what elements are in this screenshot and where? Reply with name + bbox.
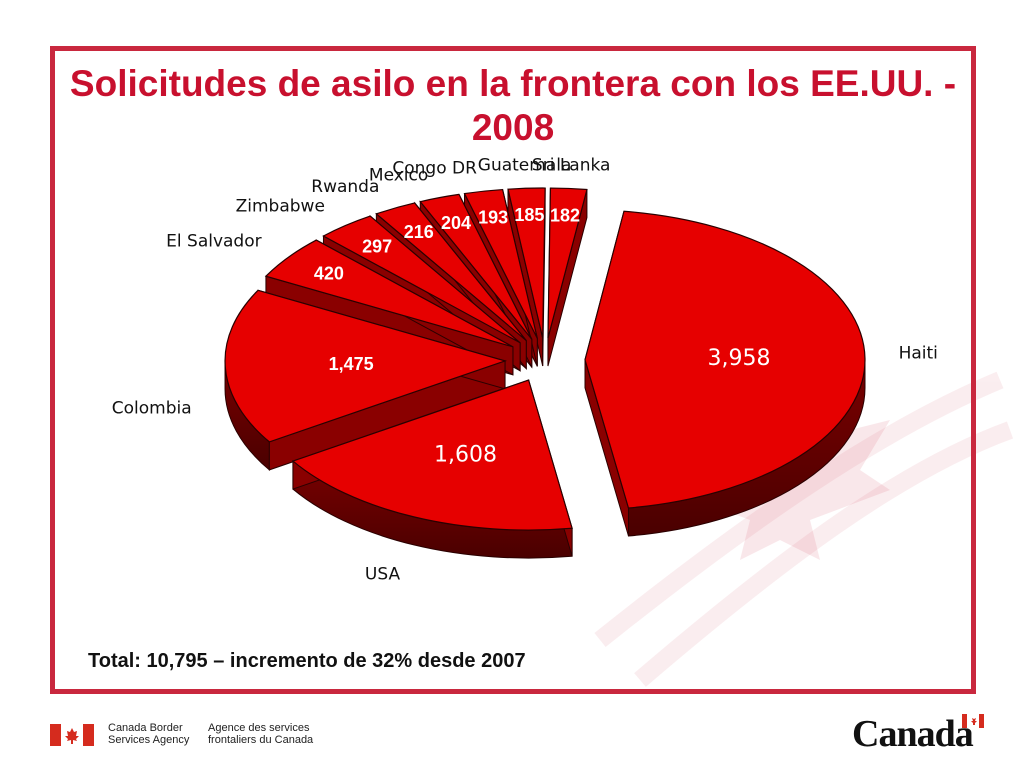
- agency-name-fr: Agence des services frontaliers du Canad…: [208, 722, 314, 746]
- value-label: 3,958: [708, 346, 771, 371]
- pie-labels: 3,958 Haiti 1,608 USA 1,475 Colombia 420 El Sal…: [112, 155, 938, 584]
- category-label: Congo DR: [392, 159, 477, 179]
- pie-slice-haiti: [584, 210, 866, 537]
- value-label: 297: [362, 237, 392, 257]
- category-label: El Salvador: [166, 231, 261, 251]
- category-label: Sri Lanka: [532, 156, 611, 176]
- slide-title: Solicitudes de asilo en la frontera con …: [69, 63, 957, 148]
- category-label: Rwanda: [311, 177, 379, 197]
- value-label: 1,475: [329, 354, 374, 374]
- value-label: 193: [478, 208, 508, 228]
- category-label: Haiti: [899, 343, 938, 363]
- category-label: Colombia: [112, 399, 192, 419]
- value-label: 216: [404, 222, 434, 242]
- pie-slice-sri-lanka: [547, 187, 588, 367]
- wordmark-flag-icon: [962, 714, 984, 728]
- value-label: 420: [314, 263, 344, 283]
- pie-slice-colombia: [224, 289, 508, 471]
- value-label: 204: [441, 213, 471, 233]
- category-label: Zimbabwe: [236, 196, 325, 216]
- category-label: Guatemala: [478, 155, 572, 175]
- slide-frame: [50, 46, 976, 694]
- category-label: USA: [365, 564, 401, 584]
- agency-name-en: Canada Border Services Agency: [108, 722, 190, 746]
- pie-slice-usa: [291, 379, 573, 559]
- total-note: Total: 10,795 – incremento de 32% desde …: [88, 650, 526, 672]
- canada-flag-icon: [50, 724, 94, 746]
- value-label: 1,608: [434, 442, 497, 467]
- value-label: 185: [514, 205, 544, 225]
- value-label: 182: [550, 205, 580, 225]
- category-label: Mexico: [369, 166, 428, 186]
- canada-wordmark: Canada: [852, 713, 974, 755]
